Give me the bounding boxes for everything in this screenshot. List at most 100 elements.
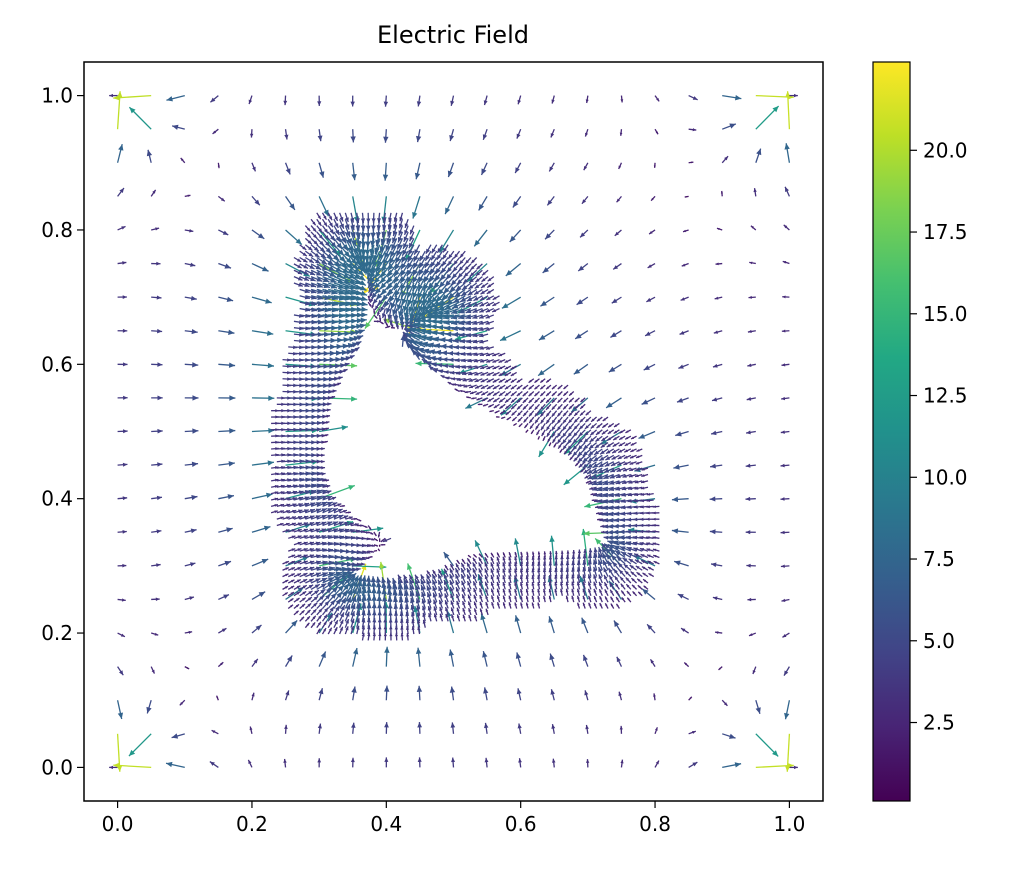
field-arrow-head xyxy=(371,218,376,224)
field-arrow-head xyxy=(350,101,355,107)
field-arrow-head xyxy=(492,359,497,363)
field-arrow-head xyxy=(416,341,423,347)
field-arrow-head xyxy=(557,439,562,444)
field-arrow-head xyxy=(522,392,527,397)
field-arrow-head xyxy=(601,546,607,553)
field-arrow-head xyxy=(673,464,680,470)
field-arrow-head xyxy=(166,96,173,102)
field-arrow-head xyxy=(646,297,652,302)
field-arrow-head xyxy=(451,273,458,279)
field-arrow-head xyxy=(297,579,301,583)
field-arrow-head xyxy=(291,579,295,583)
field-arrow-head xyxy=(313,246,319,252)
colorbar-axis: 2.55.07.510.012.515.017.520.0 xyxy=(910,138,968,735)
field-arrow-head xyxy=(267,460,274,466)
field-arrow-head xyxy=(582,463,588,469)
field-arrow-head xyxy=(557,392,561,396)
field-arrow-head xyxy=(683,229,686,233)
field-arrow-head xyxy=(485,581,489,586)
field-arrow-head xyxy=(535,426,539,430)
field-arrow-head xyxy=(480,385,485,389)
field-arrow-head xyxy=(366,218,371,224)
field-arrow-head xyxy=(750,225,754,229)
field-arrow-head xyxy=(384,252,390,259)
field-arrow-head xyxy=(490,556,494,561)
field-arrow-head xyxy=(336,242,343,250)
field-arrow-head xyxy=(220,662,224,666)
field-arrow-head xyxy=(472,302,479,307)
field-arrow-head xyxy=(447,350,454,356)
field-arrow-head xyxy=(652,548,657,552)
field-arrow-head xyxy=(392,230,397,237)
field-arrow-head xyxy=(361,301,368,307)
field-arrow-head xyxy=(334,249,341,257)
field-arrow-head xyxy=(590,492,594,496)
field-arrow-head xyxy=(504,359,509,363)
field-arrow-head xyxy=(327,514,333,519)
field-arrow-head xyxy=(498,392,503,396)
field-arrow-head xyxy=(321,501,328,507)
field-arrow-head xyxy=(625,529,631,534)
field-arrow-head xyxy=(506,417,510,420)
field-arrow-head xyxy=(621,597,625,601)
field-arrow-head xyxy=(404,223,409,228)
field-arrow-head xyxy=(567,439,572,444)
field-arrow-head xyxy=(505,269,513,276)
field-arrow-head xyxy=(360,225,366,231)
field-arrow-head xyxy=(609,480,615,485)
field-arrow-head xyxy=(385,244,391,252)
field-arrow-head xyxy=(746,397,752,401)
field-arrow-head xyxy=(479,608,483,612)
field-arrow-head xyxy=(439,281,446,288)
field-arrow-head xyxy=(587,463,593,469)
field-arrow-head xyxy=(325,479,330,482)
field-arrow-head xyxy=(619,436,623,440)
field-arrow-head xyxy=(461,587,466,592)
field-arrow-head xyxy=(581,199,587,204)
field-arrow-head xyxy=(602,511,609,517)
field-arrow-head xyxy=(456,279,463,285)
field-arrow-head xyxy=(542,575,547,579)
field-arrow-head xyxy=(485,608,489,612)
field-arrow-head xyxy=(461,365,467,369)
field-arrow-head xyxy=(481,392,486,396)
field-arrow-head xyxy=(328,627,332,632)
field-arrow-head xyxy=(486,353,491,357)
field-arrow-head xyxy=(632,535,638,540)
field-arrow-head xyxy=(492,366,497,370)
field-arrow-head xyxy=(584,475,589,479)
field-arrow-head xyxy=(439,599,443,605)
field-arrow-head xyxy=(324,600,330,606)
field-arrow-head xyxy=(602,552,608,559)
field-arrow-head xyxy=(464,266,469,271)
field-arrow-head xyxy=(329,620,333,625)
field-arrow-head xyxy=(466,562,471,567)
field-arrow-head xyxy=(351,686,357,693)
field-arrow-head xyxy=(394,283,400,290)
field-arrow-head xyxy=(393,327,395,329)
field-arrow-head xyxy=(613,430,617,434)
field-arrow-head xyxy=(653,561,657,564)
field-arrow-head xyxy=(747,329,752,334)
field-arrow-head xyxy=(338,521,344,526)
field-arrow-head xyxy=(518,758,522,763)
field-arrow-head xyxy=(462,284,468,290)
field-arrow-head xyxy=(357,269,365,276)
field-arrow-head xyxy=(365,225,371,231)
field-arrow-head xyxy=(420,574,425,580)
field-arrow-head xyxy=(375,239,381,247)
field-arrow-head xyxy=(156,529,162,534)
field-arrow-head xyxy=(504,379,509,383)
field-arrow-head xyxy=(304,509,309,513)
field-arrow-head xyxy=(641,399,649,405)
field-arrow-head xyxy=(587,457,594,463)
field-arrow-head xyxy=(525,556,529,560)
field-arrow-head xyxy=(190,562,196,567)
field-arrow-head xyxy=(368,255,374,262)
field-arrow-head xyxy=(747,363,752,367)
field-arrow-head xyxy=(472,562,477,567)
field-arrow-head xyxy=(531,556,535,560)
field-arrow-head xyxy=(552,439,556,443)
field-arrow-head xyxy=(354,279,362,285)
field-arrow-head xyxy=(680,297,685,301)
